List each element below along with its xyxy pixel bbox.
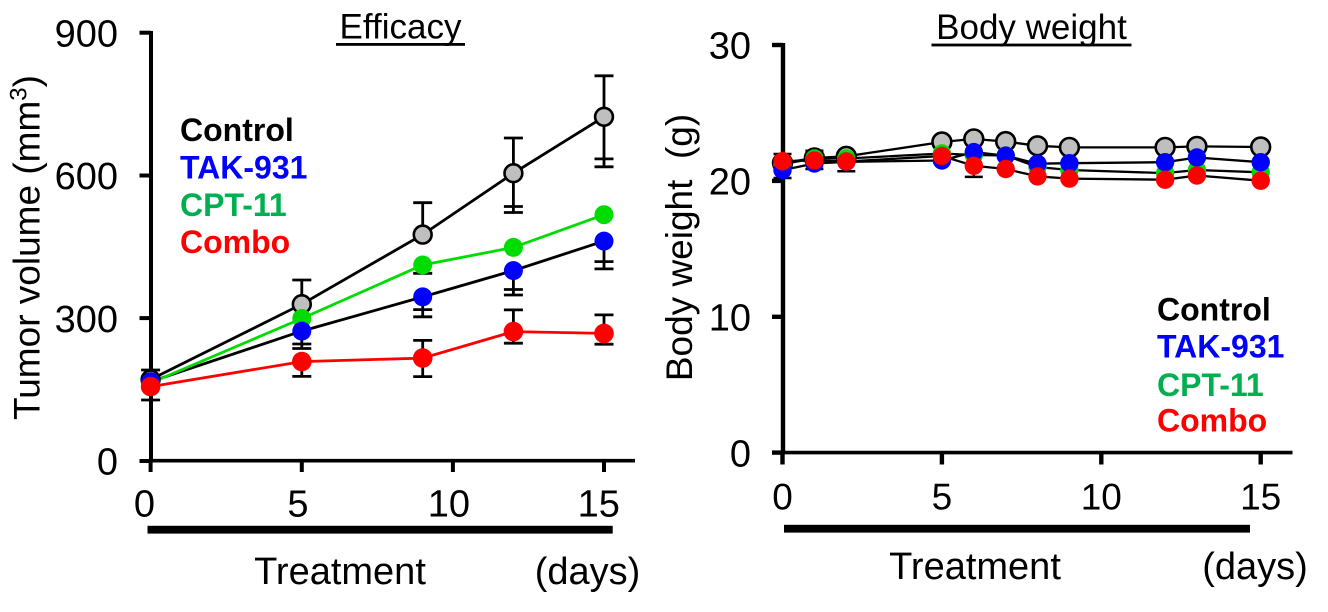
svg-text:Efficacy: Efficacy — [340, 8, 462, 47]
svg-text:Treatment: Treatment — [889, 546, 1061, 588]
svg-text:5: 5 — [287, 484, 308, 526]
svg-text:5: 5 — [932, 477, 953, 518]
svg-text:10: 10 — [709, 298, 751, 340]
svg-text:Tumor volume (mm3): Tumor volume (mm3) — [6, 75, 48, 420]
svg-text:Control: Control — [180, 112, 294, 148]
svg-text:Control: Control — [1157, 291, 1271, 327]
svg-text:300: 300 — [55, 299, 118, 341]
svg-text:Body weight: Body weight — [936, 8, 1127, 47]
svg-text:15: 15 — [578, 484, 620, 526]
svg-text:10: 10 — [1081, 477, 1122, 518]
svg-text:Treatment: Treatment — [254, 551, 426, 593]
svg-text:30: 30 — [709, 26, 751, 68]
svg-text:20: 20 — [709, 162, 751, 204]
svg-text:Combo: Combo — [180, 224, 290, 260]
svg-text:15: 15 — [1240, 477, 1281, 518]
svg-text:0: 0 — [772, 477, 793, 518]
svg-text:0: 0 — [97, 442, 118, 484]
svg-text:600: 600 — [55, 156, 118, 198]
svg-text:0: 0 — [134, 484, 155, 526]
svg-text:CPT-11: CPT-11 — [1157, 367, 1264, 403]
svg-text:0: 0 — [730, 433, 751, 475]
svg-text:10: 10 — [428, 484, 470, 526]
svg-text:(days): (days) — [535, 551, 641, 593]
svg-text:Combo: Combo — [1157, 403, 1267, 439]
svg-text:TAK-931: TAK-931 — [180, 150, 307, 186]
svg-text:CPT-11: CPT-11 — [180, 187, 287, 223]
svg-text:Body weight (g): Body weight (g) — [659, 114, 700, 381]
svg-text:(days): (days) — [1202, 546, 1308, 588]
svg-text:TAK-931: TAK-931 — [1157, 329, 1284, 365]
svg-text:900: 900 — [55, 13, 118, 55]
